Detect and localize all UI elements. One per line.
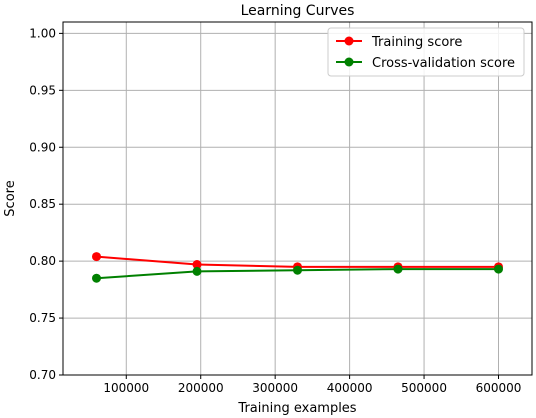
- x-tick-label: 600000: [476, 381, 522, 395]
- series-layer: [92, 252, 503, 283]
- series-point-1: [494, 264, 503, 274]
- legend-swatch-marker: [344, 36, 354, 46]
- y-tick-label: 1.00: [29, 26, 56, 40]
- series-point-1: [92, 273, 101, 283]
- y-tick-label: 0.75: [29, 311, 56, 325]
- axes: 100000 200000 300000 400000 500000 600000 0.70…: [29, 21, 533, 395]
- x-tick-label: 300000: [252, 381, 298, 395]
- legend-box: [327, 27, 525, 77]
- series-point-0: [92, 252, 101, 262]
- x-tick-label: 200000: [178, 381, 224, 395]
- x-tick-label: 500000: [401, 381, 447, 395]
- x-tick-label: 400000: [327, 381, 373, 395]
- chart-title: Learning Curves: [241, 3, 355, 19]
- y-axis-label: Score: [3, 180, 18, 216]
- y-tick-label: 0.85: [29, 197, 56, 211]
- y-tick-label: 0.90: [29, 140, 56, 154]
- grid: [63, 22, 532, 376]
- y-tick-label: 0.80: [29, 254, 56, 268]
- axes-frame: [62, 21, 533, 376]
- series-point-0: [192, 260, 202, 270]
- legend: Training score Cross-validation score: [327, 27, 525, 77]
- series-point-1: [293, 265, 302, 275]
- x-axis-label: Training examples: [237, 401, 356, 416]
- legend-label: Cross-validation score: [372, 56, 515, 71]
- series-point-1: [192, 266, 202, 276]
- legend-label: Training score: [371, 35, 462, 50]
- series-point-1: [393, 264, 403, 274]
- legend-swatch-marker: [344, 57, 354, 67]
- y-tick-label: 0.95: [29, 83, 56, 97]
- plot-area: [63, 22, 532, 375]
- x-tick-label: 100000: [103, 381, 149, 395]
- y-tick-label: 0.70: [29, 368, 56, 382]
